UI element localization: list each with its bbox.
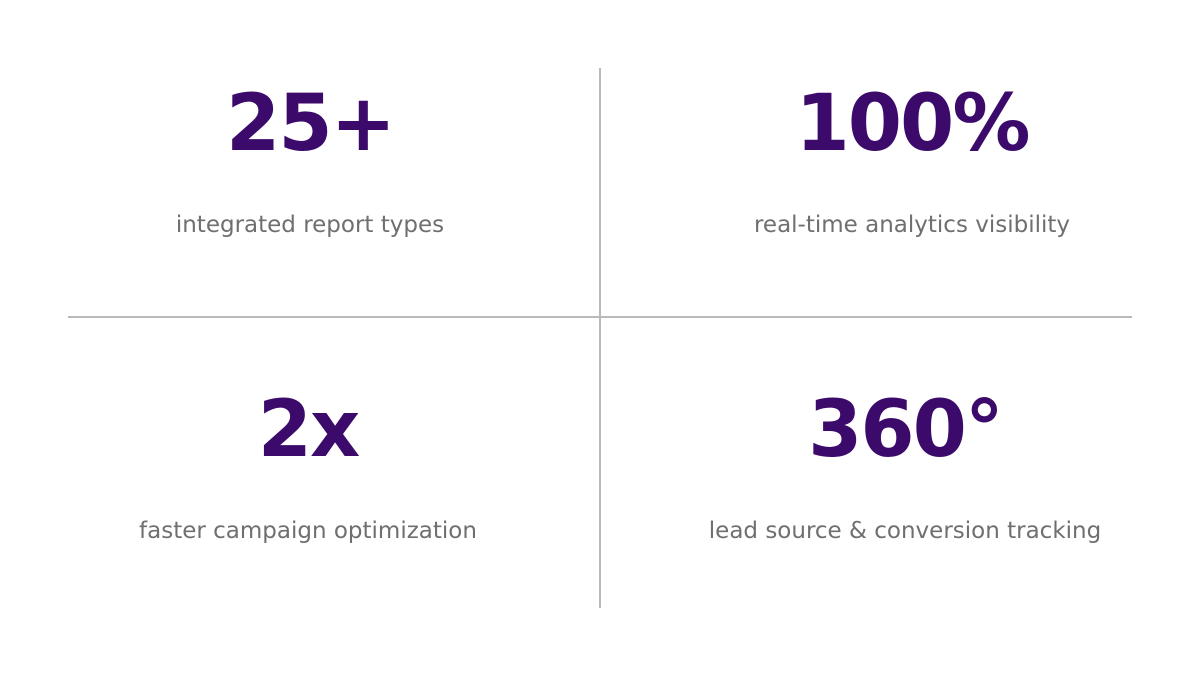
stat-value: 25+: [226, 79, 396, 169]
stat-label: integrated report types: [175, 212, 445, 238]
stat-value: 100%: [795, 79, 1031, 169]
stat-report-types: 25+ integrated report types: [10, 68, 610, 368]
horizontal-divider: [68, 316, 1132, 318]
stat-label: lead source & conversion tracking: [708, 518, 1102, 544]
stat-value: 360°: [808, 385, 1004, 475]
stat-label: faster campaign optimization: [139, 518, 477, 544]
stat-label: real-time analytics visibility: [753, 212, 1071, 238]
stat-campaign-optimization: 2x faster campaign optimization: [8, 374, 608, 674]
stat-conversion-tracking: 360° lead source & conversion tracking: [605, 374, 1200, 674]
stat-value: 2x: [257, 385, 361, 475]
vertical-divider: [599, 68, 601, 608]
stat-analytics-visibility: 100% real-time analytics visibility: [612, 68, 1200, 368]
